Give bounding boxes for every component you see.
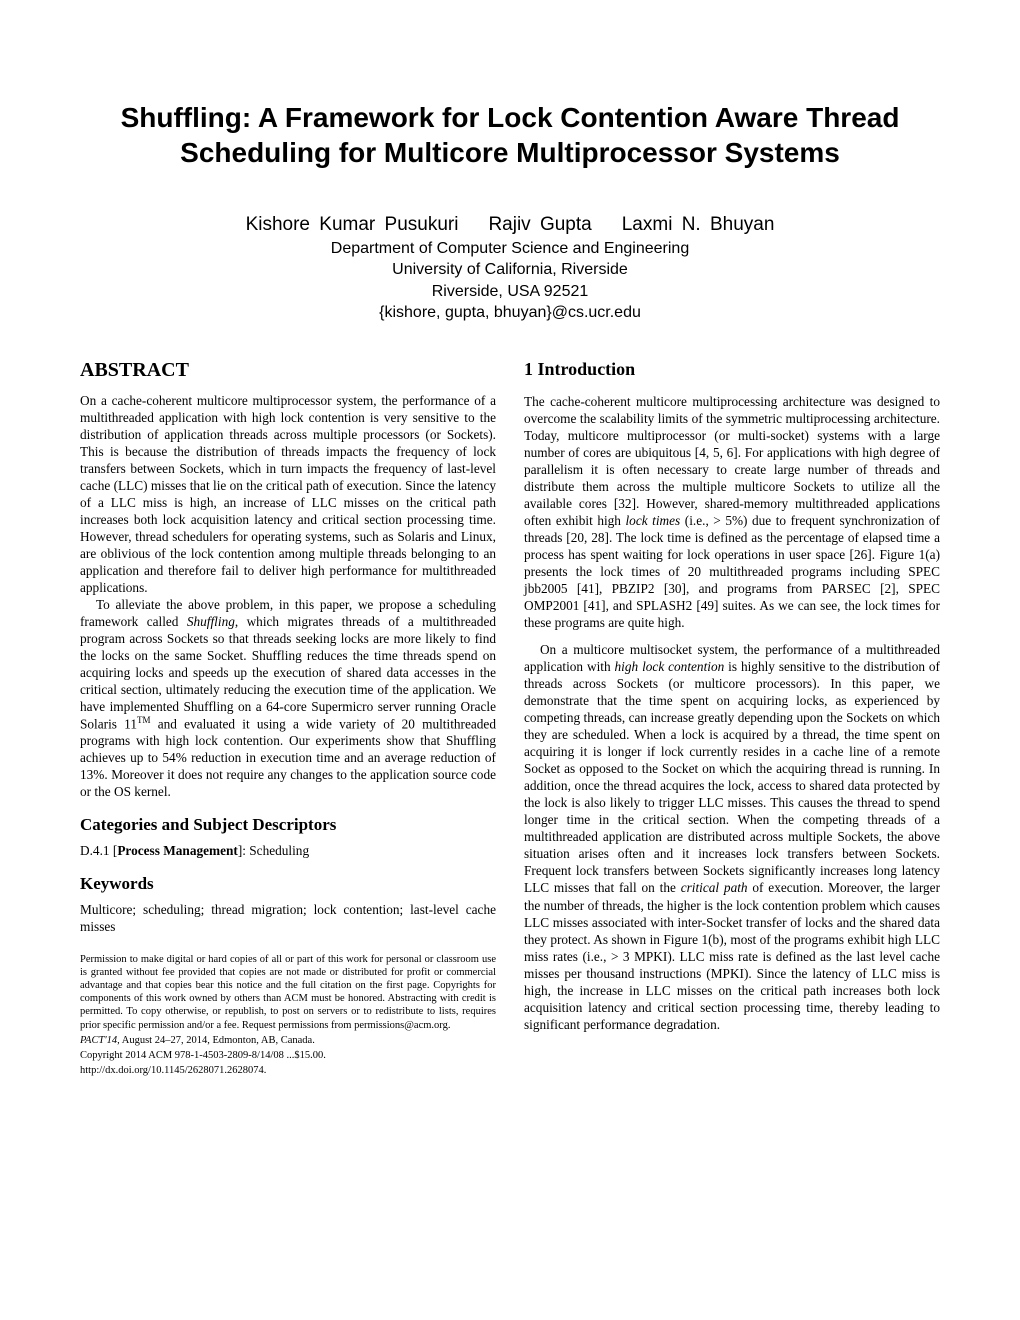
intro-p1a: The cache-coherent multicore multiproces… (524, 394, 940, 528)
affil-city: Riverside, USA 92521 (80, 281, 940, 303)
abstract-p2b: , which migrates threads of a multithrea… (80, 614, 496, 732)
affil-dept: Department of Computer Science and Engin… (80, 238, 940, 260)
paper-page: Shuffling: A Framework for Lock Contenti… (0, 0, 1020, 1137)
affil-univ: University of California, Riverside (80, 259, 940, 281)
tm-superscript: TM (137, 715, 151, 725)
intro-p2c: of execution. Moreover, the larger the n… (524, 880, 940, 1031)
footnote-conf-b: August 24–27, 2014, Edmonton, AB, Canada… (120, 1035, 315, 1046)
affil-email: {kishore, gupta, bhuyan}@cs.ucr.edu (80, 302, 940, 324)
author-1: Kishore Kumar Pusukuri (246, 214, 459, 235)
abstract-heading: ABSTRACT (80, 358, 496, 384)
footnote-conf: PACT'14, August 24–27, 2014, Edmonton, A… (80, 1034, 496, 1047)
intro-p2-em2: critical path (681, 880, 748, 895)
intro-p1b: (i.e., > 5%) due to frequent synchroniza… (524, 513, 940, 630)
abstract-para-1: On a cache-coherent multicore multiproce… (80, 392, 496, 596)
footnote-conf-a: PACT'14, (80, 1035, 120, 1046)
intro-p2b: is highly sensitive to the distribution … (524, 659, 940, 895)
author-names: Kishore Kumar Pusukuri Rajiv Gupta Laxmi N… (80, 212, 940, 238)
keywords-heading: Keywords (80, 873, 496, 895)
categories-line: D.4.1 [Process Management]: Scheduling (80, 842, 496, 859)
two-column-body: ABSTRACT On a cache-coherent multicore m… (80, 358, 940, 1077)
footnote-doi: http://dx.doi.org/10.1145/2628071.262807… (80, 1064, 496, 1077)
cat-b: Process Management (117, 843, 238, 858)
abstract-p2c: and evaluated it using a wide variety of… (80, 716, 496, 799)
author-block: Kishore Kumar Pusukuri Rajiv Gupta Laxmi N… (80, 212, 940, 324)
author-2: Rajiv Gupta (488, 214, 591, 235)
author-3: Laxmi N. Bhuyan (622, 214, 775, 235)
keywords-text: Multicore; scheduling; thread migration;… (80, 901, 496, 935)
cat-c: ]: Scheduling (238, 843, 309, 858)
left-column: ABSTRACT On a cache-coherent multicore m… (80, 358, 496, 1077)
categories-heading: Categories and Subject Descriptors (80, 814, 496, 836)
footnote-copyright: Copyright 2014 ACM 978-1-4503-2809-8/14/… (80, 1049, 496, 1062)
intro-p2-em: high lock contention (615, 659, 725, 674)
footnote-permission: Permission to make digital or hard copie… (80, 953, 496, 1032)
abstract-p2-em: Shuffling (187, 614, 235, 629)
paper-title: Shuffling: A Framework for Lock Contenti… (80, 100, 940, 170)
right-column: 1 Introduction The cache-coherent multic… (524, 358, 940, 1077)
abstract-para-2: To alleviate the above problem, in this … (80, 596, 496, 801)
cat-a: D.4.1 [ (80, 843, 117, 858)
intro-heading: 1 Introduction (524, 358, 940, 381)
intro-para-2: On a multicore multisocket system, the p… (524, 641, 940, 1032)
intro-p1-em: lock times (625, 513, 680, 528)
permission-footnote: Permission to make digital or hard copie… (80, 953, 496, 1077)
intro-para-1: The cache-coherent multicore multiproces… (524, 393, 940, 631)
